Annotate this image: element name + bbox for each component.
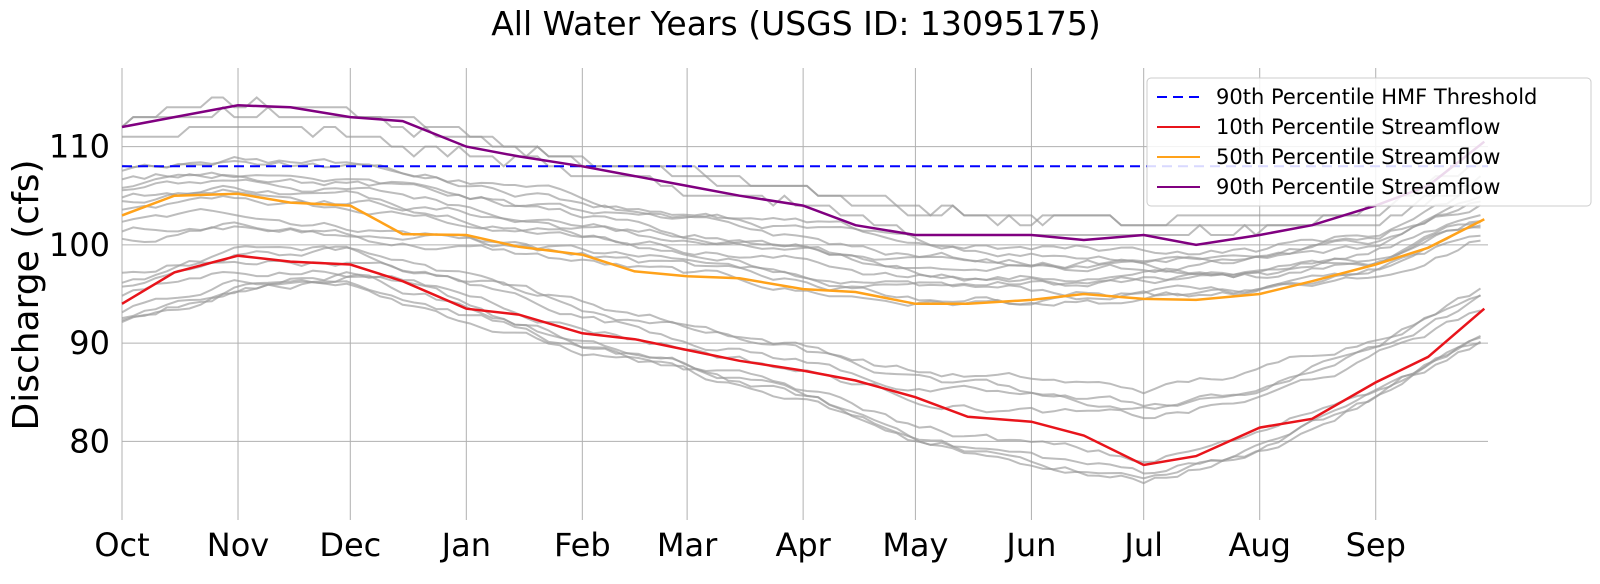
x-tick-label: Jan: [440, 526, 491, 564]
water-year-line: [121, 225, 1481, 307]
x-tick-label: Jul: [1122, 526, 1163, 564]
x-tick-label: May: [882, 526, 948, 564]
legend: 90th Percentile HMF Threshold 10th Percen…: [1146, 77, 1592, 207]
series-line-p90: [121, 104, 1486, 247]
legend-box: [1146, 77, 1592, 207]
legend-label: 10th Percentile Streamflow: [1216, 115, 1500, 139]
water-year-line: [121, 194, 1481, 287]
water-year-line: [121, 280, 1481, 480]
x-tick-label: Oct: [94, 526, 149, 564]
series-line-p10: [121, 254, 1486, 467]
x-tick-label: Apr: [775, 526, 831, 564]
water-year-line: [121, 171, 1481, 276]
y-tick-label: 90: [69, 324, 110, 362]
y-axis-ticks: 80 90 100 110: [49, 128, 110, 461]
y-tick-label: 110: [49, 128, 110, 166]
y-tick-label: 80: [69, 422, 110, 460]
water-year-line: [121, 184, 1481, 288]
percentile-lines: [121, 104, 1486, 467]
legend-label: 90th Percentile HMF Threshold: [1216, 85, 1537, 109]
chart-title: All Water Years (USGS ID: 13095175): [491, 4, 1101, 43]
water-year-line: [121, 271, 1481, 464]
y-axis-label: Discharge (cfs): [6, 159, 47, 430]
water-year-line: [121, 155, 1481, 256]
x-tick-label: Mar: [657, 526, 718, 564]
x-tick-label: Jun: [1004, 526, 1056, 564]
water-year-line: [121, 173, 1481, 269]
water-year-line: [121, 275, 1481, 475]
x-tick-label: Sep: [1346, 526, 1406, 564]
x-tick-label: Aug: [1228, 526, 1290, 564]
legend-label: 50th Percentile Streamflow: [1216, 145, 1500, 169]
water-year-lines: [121, 96, 1482, 485]
y-tick-label: 100: [49, 226, 110, 264]
water-year-line: [121, 221, 1481, 307]
x-axis-ticks: Oct Nov Dec Jan Feb Mar Apr May Jun Jul Aug Sep: [94, 526, 1406, 564]
x-tick-label: Feb: [554, 526, 611, 564]
water-year-line: [121, 259, 1482, 411]
series-line-p50: [121, 192, 1485, 306]
water-year-line: [121, 245, 1481, 408]
legend-label: 90th Percentile Streamflow: [1216, 175, 1500, 199]
water-year-line: [121, 96, 1481, 227]
x-tick-label: Nov: [207, 526, 269, 564]
x-tick-label: Dec: [319, 526, 381, 564]
